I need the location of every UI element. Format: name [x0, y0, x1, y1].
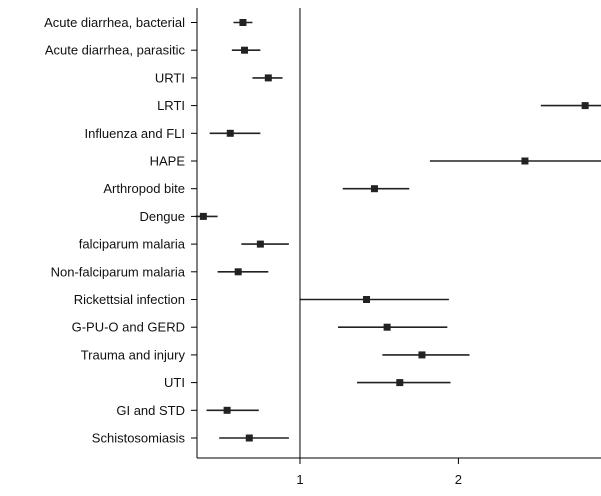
point-estimate — [226, 129, 234, 137]
row-labels: Acute diarrhea, bacterial Acute diarrhea,… — [44, 15, 186, 446]
point-estimate — [581, 102, 589, 110]
point-estimate — [264, 74, 272, 82]
point-estimate — [363, 296, 371, 303]
point-estimate — [239, 19, 247, 26]
point-estimate — [418, 351, 426, 359]
row-label: Acute diarrhea, parasitic — [45, 43, 186, 58]
row-label: falciparum malaria — [79, 237, 186, 252]
row-label: UTI — [164, 375, 185, 390]
point-estimate — [223, 406, 231, 414]
point-estimate — [241, 46, 249, 54]
row-label: Influenza and FLI — [85, 126, 185, 141]
x-tick-label: 2 — [455, 472, 462, 487]
row-label: Rickettsial infection — [74, 292, 185, 307]
row-label: GI and STD — [116, 403, 185, 418]
point-estimate — [383, 323, 391, 331]
row-label: Acute diarrhea, bacterial — [44, 15, 185, 30]
row-label: G-PU-O and GERD — [72, 320, 185, 335]
row-label: URTI — [155, 70, 185, 85]
row-label: Trauma and injury — [81, 347, 186, 362]
point-estimate — [245, 434, 253, 442]
point-estimate — [396, 379, 404, 387]
point-estimate — [256, 240, 264, 248]
y-axis-ticks — [191, 22, 197, 439]
row-label: Schistosomiasis — [92, 431, 186, 446]
point-estimate — [199, 212, 207, 220]
row-label: LRTI — [157, 98, 185, 113]
row-label: HAPE — [150, 154, 186, 169]
row-label: Dengue — [139, 209, 185, 224]
point-estimate — [521, 157, 529, 165]
point-estimate — [234, 268, 242, 276]
x-tick-label: 1 — [296, 472, 303, 487]
row-label: Arthropod bite — [103, 181, 185, 196]
plot-marks — [195, 19, 601, 442]
row-label: Non-falciparum malaria — [51, 264, 186, 279]
point-estimate — [370, 185, 378, 193]
